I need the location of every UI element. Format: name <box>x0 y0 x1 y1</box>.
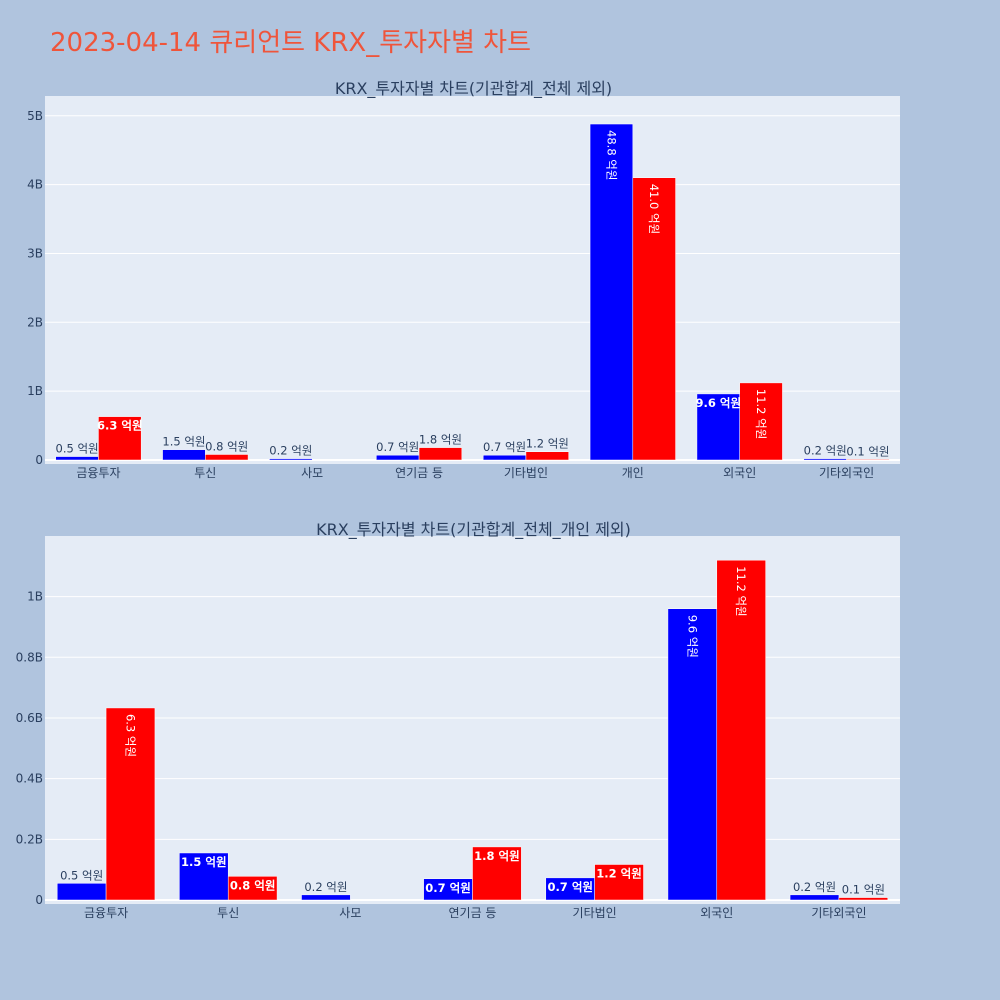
bar <box>525 451 569 461</box>
x-tick-label: 기타외국인 <box>811 906 866 920</box>
bar <box>482 454 527 461</box>
y-tick-label: 2B <box>27 315 43 329</box>
y-tick-label: 0 <box>35 453 43 467</box>
bar <box>846 459 890 461</box>
x-tick-label: 투신 <box>194 466 216 480</box>
data-label: 0.1 억원 <box>846 444 889 458</box>
y-tick-label: 1B <box>27 590 43 604</box>
data-label: 0.7 억원 <box>483 440 526 454</box>
x-tick-label: 연기금 등 <box>449 906 497 920</box>
data-label: 6.3 억원 <box>124 714 138 757</box>
data-label: 9.6 억원 <box>685 615 699 658</box>
data-label: 1.5 억원 <box>162 435 205 449</box>
data-label: 1.5 억원 <box>181 855 227 869</box>
bar <box>803 458 847 461</box>
y-tick-label: 4B <box>27 178 43 192</box>
bar <box>56 883 107 901</box>
data-label: 0.2 억원 <box>304 880 347 894</box>
bar <box>472 846 522 901</box>
x-tick-label: 금융투자 <box>76 466 120 480</box>
x-tick-label: 외국인 <box>700 906 733 920</box>
bar <box>301 894 351 901</box>
chart-top: 0 1B 2B 3B 4B 5B KRX_투자자별 차트(기관합계_전체 제외) 금융투자 0.… <box>27 79 900 480</box>
bar <box>55 456 99 461</box>
y-tick-label: 1B <box>27 384 43 398</box>
y-tick-label: 0.2B <box>16 832 43 846</box>
x-tick-label: 개인 <box>622 466 644 480</box>
data-label: 6.3 억원 <box>97 419 143 433</box>
bar <box>696 393 740 461</box>
bar <box>589 123 634 461</box>
y-tick-label: 5B <box>27 109 43 123</box>
bar <box>632 177 676 461</box>
data-label: 0.8 억원 <box>230 878 276 892</box>
data-label: 1.8 억원 <box>419 433 462 447</box>
data-label: 48.8 억원 <box>604 130 618 180</box>
bar <box>594 864 644 901</box>
data-label: 0.2 억원 <box>804 444 847 458</box>
x-tick-label: 외국인 <box>723 466 756 480</box>
x-tick-label: 기타외국인 <box>819 466 874 480</box>
x-tick-label: 금융투자 <box>84 906 128 920</box>
data-label: 1.2 억원 <box>526 437 569 451</box>
bar <box>376 454 420 461</box>
x-tick-label: 사모 <box>339 906 361 920</box>
data-label: 1.2 억원 <box>596 867 642 881</box>
x-tick-label: 투신 <box>217 906 239 920</box>
bar <box>789 894 840 901</box>
bar <box>205 454 249 461</box>
data-label: 0.1 억원 <box>842 883 885 897</box>
data-label: 0.2 억원 <box>793 880 836 894</box>
bar <box>838 897 889 901</box>
y-tick-label: 0.6B <box>16 711 43 725</box>
bar <box>739 382 783 461</box>
bar <box>98 416 142 461</box>
chart-bottom: 0 0.2B 0.4B 0.6B 0.8B 1B KRX_투자자별 차트(기관합계_전체_개… <box>16 520 900 920</box>
x-tick-label: 기타법인 <box>504 466 548 480</box>
data-label: 0.5 억원 <box>60 868 103 882</box>
data-label: 0.7 억원 <box>376 440 419 454</box>
page-title: 2023-04-14 큐리언트 KRX_투자자별 차트 <box>50 28 532 58</box>
bar <box>269 458 313 461</box>
bar <box>716 559 766 901</box>
x-tick-label: 사모 <box>301 466 323 480</box>
data-label: 41.0 억원 <box>647 184 661 234</box>
data-label: 0.8 억원 <box>205 439 248 453</box>
y-tick-label: 3B <box>27 246 43 260</box>
y-tick-label: 0.8B <box>16 650 43 664</box>
bar <box>227 876 278 901</box>
bar <box>667 608 718 901</box>
data-label: 11.2 억원 <box>754 389 768 439</box>
data-label: 11.2 억원 <box>734 566 748 616</box>
data-label: 1.8 억원 <box>474 849 520 863</box>
data-label: 0.7 억원 <box>547 880 593 894</box>
y-tick-label: 0.4B <box>16 772 43 786</box>
x-tick-label: 기타법인 <box>573 906 617 920</box>
bar <box>162 449 206 461</box>
data-label: 0.2 억원 <box>269 444 312 458</box>
x-tick-label: 연기금 등 <box>395 466 443 480</box>
data-label: 9.6 억원 <box>696 396 742 410</box>
bar <box>418 447 463 461</box>
data-label: 0.7 억원 <box>425 881 471 895</box>
chart-title: KRX_투자자별 차트(기관합계_전체 제외) <box>335 79 612 99</box>
chart-title: KRX_투자자별 차트(기관합계_전체_개인 제외) <box>316 520 631 540</box>
data-label: 0.5 억원 <box>56 442 99 456</box>
bar <box>105 707 156 901</box>
y-tick-label: 0 <box>35 893 43 907</box>
